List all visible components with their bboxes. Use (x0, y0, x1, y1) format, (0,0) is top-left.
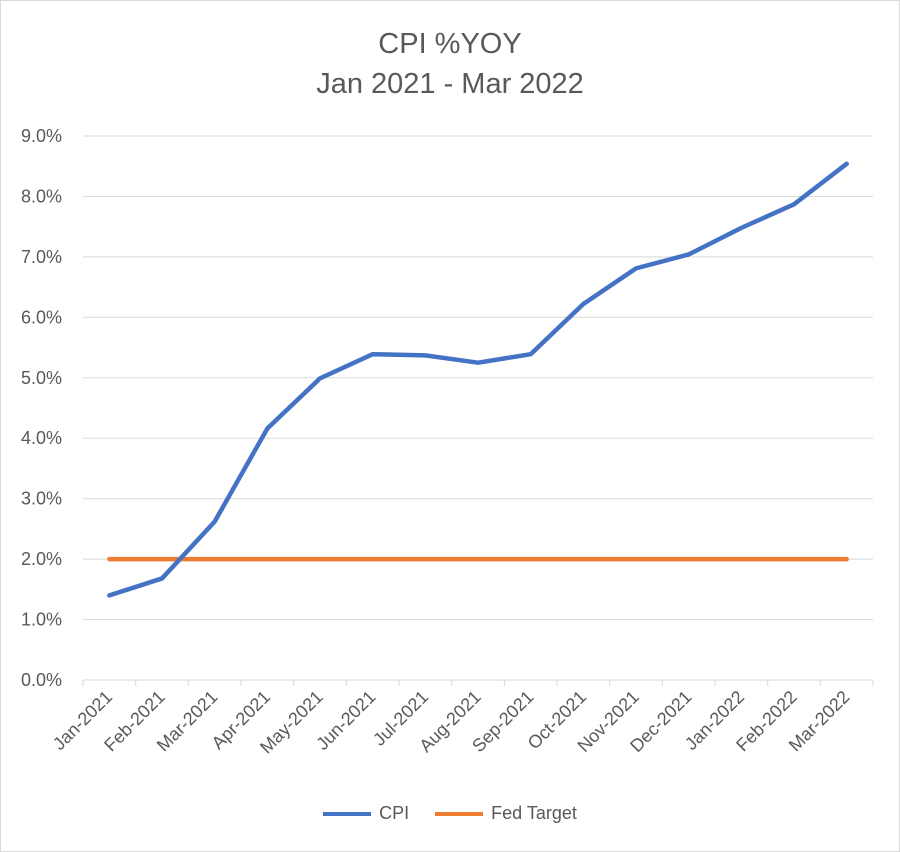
y-tick-label: 2.0% (21, 549, 62, 569)
series-line-cpi (107, 161, 849, 598)
y-tick-label: 0.0% (21, 670, 62, 690)
y-tick-label: 4.0% (21, 428, 62, 448)
legend-label-fed-target: Fed Target (491, 803, 577, 823)
legend-item-fed-target[interactable]: Fed Target (435, 803, 577, 824)
y-tick-label: 9.0% (21, 126, 62, 146)
legend-label-cpi: CPI (379, 803, 410, 823)
chart-subtitle: Jan 2021 - Mar 2022 (316, 68, 584, 100)
y-tick-label: 7.0% (21, 247, 62, 267)
y-tick-label: 6.0% (21, 307, 62, 327)
legend-swatch-fed-target (435, 811, 484, 816)
chart-title: CPI %YOY (378, 28, 522, 60)
y-tick-label: 3.0% (21, 489, 62, 509)
y-tick-label: 1.0% (21, 610, 62, 630)
y-tick-label: 8.0% (21, 186, 62, 206)
y-tick-label: 5.0% (21, 368, 62, 388)
legend-item-cpi[interactable]: CPI (323, 803, 409, 824)
legend-swatch-cpi (323, 811, 372, 816)
legend: CPI Fed Target (0, 803, 900, 824)
